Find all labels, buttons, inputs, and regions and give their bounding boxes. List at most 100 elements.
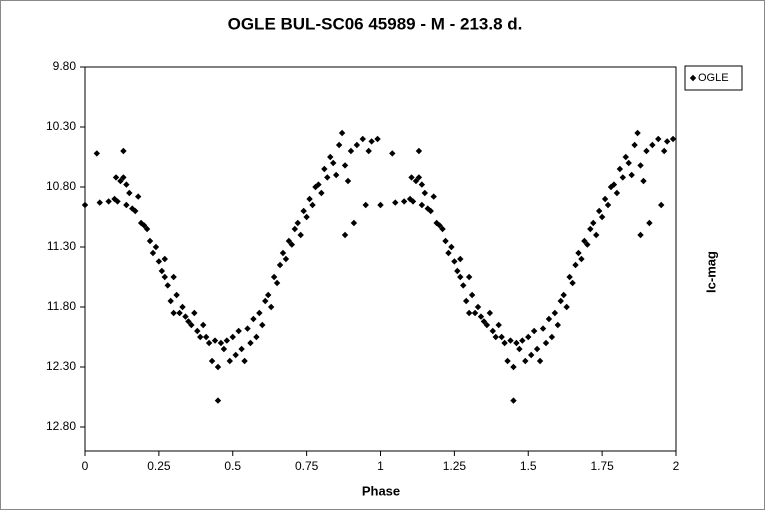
x-tick-label: 0.75 bbox=[295, 459, 319, 473]
data-point bbox=[288, 241, 296, 248]
data-point bbox=[616, 165, 624, 173]
y-tick-label: 12.80 bbox=[46, 419, 76, 433]
data-point bbox=[489, 327, 496, 335]
data-point bbox=[232, 351, 239, 359]
x-tick-label: 2 bbox=[673, 459, 680, 473]
data-point bbox=[525, 333, 532, 341]
data-point bbox=[321, 165, 328, 173]
data-point bbox=[406, 195, 414, 203]
data-point bbox=[427, 207, 434, 215]
y-tick-label: 11.30 bbox=[47, 239, 76, 253]
data-point bbox=[519, 337, 526, 344]
data-point bbox=[465, 273, 473, 281]
data-point bbox=[259, 321, 266, 329]
data-point bbox=[170, 309, 177, 317]
data-point bbox=[134, 193, 142, 200]
data-point bbox=[504, 357, 511, 365]
data-point bbox=[112, 174, 120, 181]
data-point bbox=[273, 279, 281, 287]
data-point bbox=[575, 249, 582, 257]
data-point bbox=[81, 201, 89, 209]
data-point bbox=[368, 138, 375, 145]
data-point bbox=[223, 337, 231, 344]
data-point bbox=[643, 147, 650, 155]
data-point bbox=[238, 345, 245, 353]
data-point bbox=[569, 279, 576, 287]
y-tick-label: 11.80 bbox=[47, 299, 76, 313]
data-point bbox=[655, 135, 662, 143]
data-point bbox=[279, 249, 287, 257]
data-point bbox=[253, 333, 260, 341]
data-point bbox=[563, 303, 570, 311]
data-point bbox=[542, 339, 550, 347]
data-point bbox=[669, 135, 677, 143]
data-point bbox=[545, 315, 553, 323]
data-point bbox=[513, 339, 520, 347]
data-point bbox=[341, 162, 349, 169]
data-point bbox=[146, 237, 154, 245]
data-point bbox=[492, 333, 499, 341]
data-point bbox=[270, 273, 278, 281]
data-point bbox=[548, 333, 556, 341]
data-point bbox=[214, 363, 222, 371]
data-point bbox=[421, 189, 429, 197]
data-point bbox=[501, 339, 508, 347]
data-point bbox=[327, 153, 334, 161]
data-point bbox=[164, 282, 171, 289]
data-point bbox=[324, 174, 331, 181]
data-point bbox=[341, 231, 349, 239]
data-point bbox=[350, 219, 358, 227]
data-point bbox=[353, 141, 361, 149]
data-point bbox=[610, 181, 618, 188]
data-point bbox=[256, 309, 263, 317]
data-point bbox=[408, 174, 415, 181]
data-point bbox=[507, 337, 514, 344]
data-point bbox=[436, 222, 443, 229]
data-point bbox=[409, 198, 417, 205]
data-point bbox=[415, 174, 423, 181]
data-point bbox=[389, 150, 396, 157]
data-point bbox=[430, 193, 437, 200]
data-point bbox=[143, 225, 151, 233]
data-point bbox=[347, 147, 355, 155]
data-point bbox=[551, 309, 559, 317]
data-point bbox=[465, 309, 473, 317]
data-point bbox=[191, 309, 198, 317]
data-point bbox=[637, 162, 644, 169]
data-point bbox=[303, 213, 310, 221]
data-point bbox=[123, 201, 130, 209]
data-point bbox=[200, 321, 207, 329]
y-tick-label: 10.30 bbox=[46, 119, 76, 133]
data-point bbox=[194, 327, 201, 335]
data-point bbox=[536, 357, 544, 365]
data-point bbox=[658, 201, 665, 209]
y-tick-label: 9.80 bbox=[53, 59, 77, 73]
data-point bbox=[179, 303, 186, 311]
data-point bbox=[344, 177, 352, 185]
data-point bbox=[530, 327, 538, 335]
data-point bbox=[598, 213, 606, 221]
data-point bbox=[244, 325, 251, 332]
data-point bbox=[581, 237, 588, 245]
data-point bbox=[649, 141, 656, 149]
data-point bbox=[516, 345, 523, 353]
data-point bbox=[483, 321, 491, 329]
data-point bbox=[182, 313, 189, 320]
data-point bbox=[595, 207, 603, 215]
data-point bbox=[533, 345, 541, 353]
data-point bbox=[457, 273, 464, 281]
data-point bbox=[282, 255, 290, 263]
data-point bbox=[628, 171, 635, 179]
data-point bbox=[365, 147, 372, 155]
data-point bbox=[560, 291, 567, 299]
data-point bbox=[448, 243, 455, 251]
data-point bbox=[170, 273, 177, 281]
x-tick-label: 1.75 bbox=[590, 459, 614, 473]
data-point bbox=[477, 313, 485, 320]
data-point bbox=[276, 261, 284, 269]
data-point bbox=[335, 141, 343, 149]
data-point bbox=[445, 249, 452, 257]
data-point bbox=[173, 291, 180, 299]
data-point bbox=[211, 337, 219, 344]
data-point bbox=[646, 219, 653, 227]
